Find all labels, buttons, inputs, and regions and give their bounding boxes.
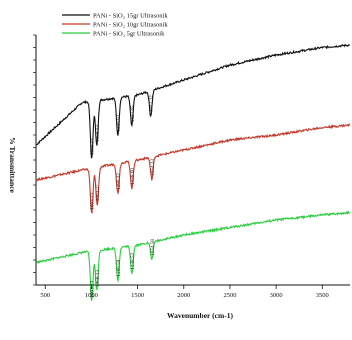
x-axis-ticks: 500 1000 1500 2000 2500 3000 3500 [40, 285, 329, 299]
legend-label-2: PANi - SiO₂ 10gr Ultrasonik [93, 21, 168, 28]
peak-label: 1003.23 [90, 280, 96, 297]
plot-area [33, 34, 350, 286]
peak-label: 1058.13 [95, 125, 101, 142]
series-layer [35, 43, 351, 301]
peak-label: 1642.32 [149, 95, 155, 112]
series-line-1 [35, 43, 351, 159]
series-line-3 [35, 210, 350, 301]
peak-label: 1286.32 [116, 173, 122, 190]
peak-label: 1438.52 [130, 252, 136, 269]
series-line-2 [35, 122, 351, 214]
peak-label: 1286.59 [116, 259, 122, 276]
y-axis-title: % Transmittance [8, 137, 17, 193]
x-tick-label: 1500 [131, 292, 144, 299]
peak-label: 1058.13 [95, 270, 101, 287]
legend-label-3: PANi - SiO₂ 5gr Ultrasonik [93, 30, 165, 37]
legend-label-1: PANi - SiO₂ 15gr Ultrasonik [93, 12, 168, 19]
x-tick-label: 3500 [316, 292, 329, 299]
peak-label: 1437.65 [130, 105, 136, 122]
legend: PANi - SiO₂ 15gr Ultrasonik PANi - SiO₂ 1… [62, 12, 168, 37]
peak-label: 1063.27 [95, 184, 101, 201]
peak-label: 1654.33 [150, 159, 156, 176]
x-tick-label: 500 [40, 292, 50, 299]
x-tick-label: 1000 [85, 292, 98, 299]
x-tick-label: 2500 [223, 292, 236, 299]
x-axis-title: Wavenumber (cm-1) [167, 311, 233, 320]
peak-label: 1003.23 [90, 192, 96, 209]
x-tick-label: 3000 [270, 292, 283, 299]
peak-label: 1003.23 [90, 138, 96, 155]
peak-label: 1438.60 [130, 168, 136, 185]
x-tick-label: 2000 [177, 292, 190, 299]
peak-label: 1654.58 [150, 239, 156, 256]
peak-annotations: 1003.231058.131286.621437.651642.321003.… [90, 95, 156, 298]
peak-label: 1286.62 [116, 114, 122, 131]
